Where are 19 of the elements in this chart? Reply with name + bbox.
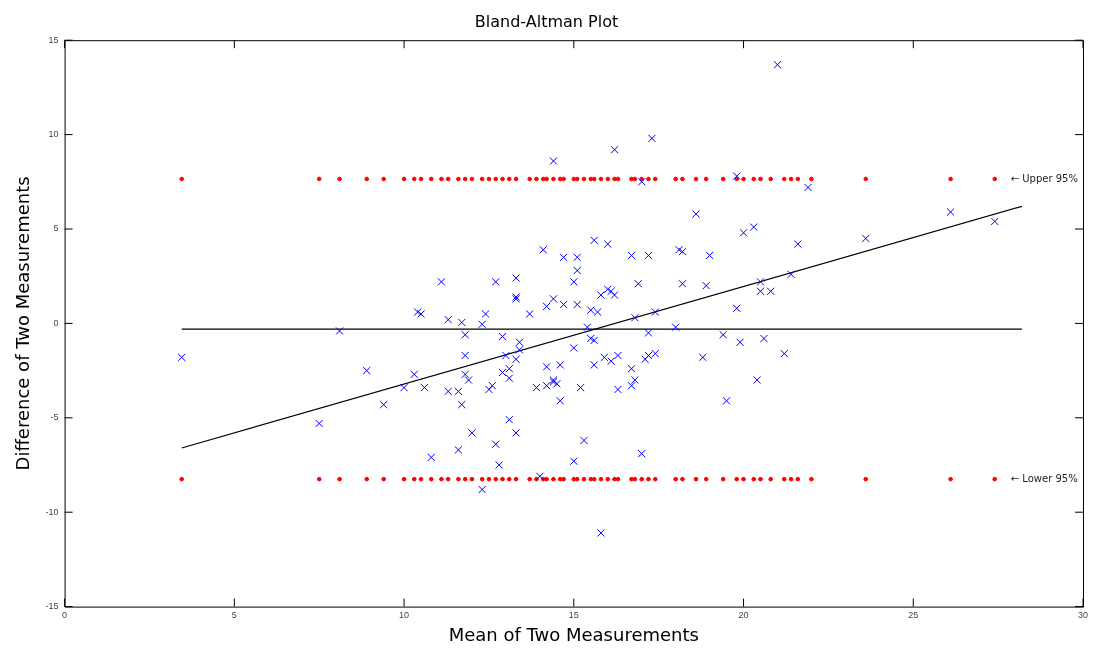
x-tick-label: 10 [399,610,410,621]
y-tick-label: -15 [45,601,59,612]
y-tick-label: -5 [50,412,59,423]
x-tick-label: 0 [62,610,68,621]
x-axis-title: Mean of Two Measurements [448,623,699,645]
y-tick-label: 0 [53,317,59,328]
x-tick-label: 15 [568,610,579,621]
x-tick-label: 5 [231,610,237,621]
y-tick-label: -10 [45,506,59,517]
x-tick-label: 25 [908,610,919,621]
y-axis-title: Difference of Two Measurements [12,176,34,471]
chart-title: Bland-Altman Plot [474,11,619,31]
annotation: ← Upper 95% [1010,172,1078,184]
y-tick-label: 10 [48,129,59,140]
x-tick-label: 30 [1077,610,1089,621]
annotation: ← Lower 95% [1010,472,1078,484]
y-tick-label: 5 [53,223,59,234]
y-tick-label: 15 [48,34,59,45]
x-tick-label: 20 [738,610,749,621]
